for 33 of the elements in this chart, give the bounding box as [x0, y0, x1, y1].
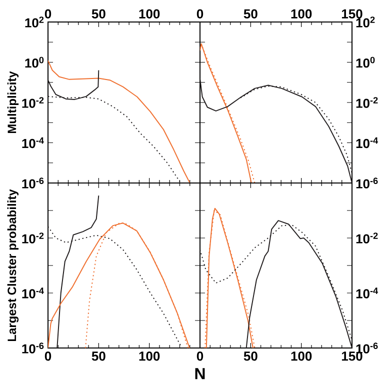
y-tick-label: 10$^{-6}$	[22, 342, 44, 354]
x-tick-label: 100	[139, 352, 160, 361]
x-axis-title: N	[195, 368, 205, 380]
line-series	[200, 78, 352, 183]
x-tick-label: 0	[196, 9, 204, 18]
x-tick-label: 150	[342, 9, 362, 18]
x-tick-label: 100	[139, 9, 160, 18]
y-tick-label: 10$^{0}$	[25, 56, 44, 68]
x-tick-label: 50	[92, 9, 106, 18]
y-tick-label: 10$^{-4}$	[356, 137, 378, 148]
y-tick-label: 10$^{-4}$	[356, 288, 378, 298]
line-series	[48, 60, 190, 183]
y-tick-label: 10$^{-2}$	[22, 232, 44, 244]
y-tick-label: 10$^{-2}$	[356, 97, 378, 108]
y-tick-label: 10$^{2}$	[356, 16, 375, 28]
y-tick-label: 10$^{-2}$	[356, 232, 378, 244]
y-axis-title: Largest Cluster probability	[7, 189, 19, 342]
y-tick-label: 10$^{-2}$	[22, 97, 44, 108]
x-tick-label: 0	[44, 352, 52, 361]
x-tick-label: 50	[244, 352, 258, 361]
y-tick-label: 10$^{0}$	[356, 56, 375, 68]
y-tick-label: 10$^{-6}$	[22, 178, 44, 188]
y-axis-title: Multiplicity	[7, 71, 19, 134]
y-tick-label: 10$^{-4}$	[22, 137, 44, 148]
x-tick-label: 100	[291, 9, 312, 18]
x-tick-label: 50	[244, 9, 258, 18]
x-tick-label: 50	[92, 352, 106, 361]
y-tick-label: 10$^{-6}$	[356, 178, 378, 188]
y-tick-label: 10$^{-4}$	[22, 288, 44, 298]
y-tick-label: 10$^{2}$	[25, 16, 44, 28]
x-tick-label: 100	[291, 352, 312, 361]
x-tick-label: 0	[196, 352, 204, 361]
x-tick-label: 0	[44, 9, 52, 18]
